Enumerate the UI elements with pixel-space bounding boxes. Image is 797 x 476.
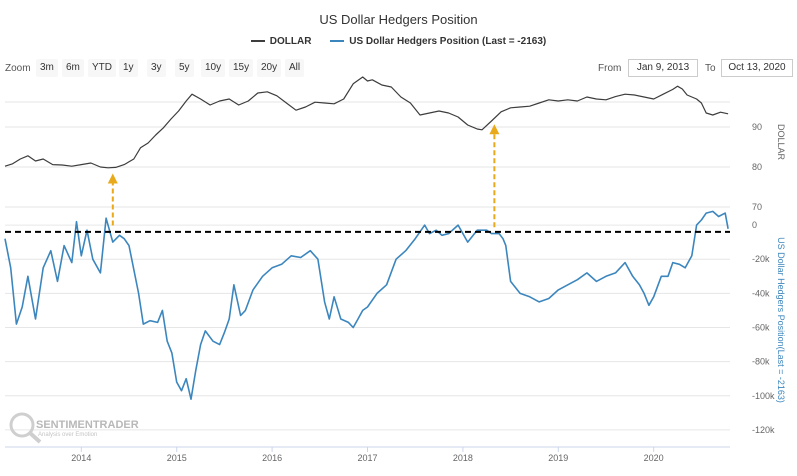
dollar-line: [4, 76, 729, 169]
x-tick-label: 2015: [167, 453, 187, 463]
to-label: To: [705, 63, 716, 74]
zoom-button-5y[interactable]: 5y: [175, 59, 194, 77]
x-tick-label: 2017: [357, 453, 377, 463]
watermark-name: SENTIMENTRADER: [36, 419, 139, 431]
chart-legend: DOLLAR US Dollar Hedgers Position (Last …: [0, 34, 797, 47]
hedgers-y-tick-label: 0: [752, 220, 757, 230]
legend-swatch-dollar: [250, 40, 265, 42]
to-date-input[interactable]: Oct 13, 2020: [721, 59, 793, 77]
zoom-button-all[interactable]: All: [285, 59, 305, 77]
hedgers-y-tick-label: -20k: [752, 254, 770, 264]
x-tick-label: 2018: [453, 453, 473, 463]
watermark-magnifier-handle: [28, 431, 42, 444]
dollar-y-tick-label: 70: [752, 202, 762, 212]
hedgers-line: [4, 210, 729, 400]
zoom-button-20y[interactable]: 20y: [257, 59, 282, 77]
dollar-series: [4, 76, 729, 169]
dollar-axis-title: DOLLAR: [776, 124, 786, 161]
signal-arrow-head: [107, 173, 118, 184]
watermark-tagline: Analysis over Emotion: [38, 432, 97, 438]
annotations: [5, 124, 730, 233]
zoom-button-3y[interactable]: 3y: [147, 59, 166, 77]
axes: 2014 2015 2016 2017 2018 2019 2020 70 80 90 0 -20k -…: [5, 122, 786, 463]
hedgers-series: [4, 210, 729, 400]
zoom-button-1y[interactable]: 1y: [119, 59, 138, 77]
x-tick-label: 2016: [262, 453, 282, 463]
x-tick-label: 2020: [644, 453, 664, 463]
legend-item-dollar[interactable]: DOLLAR: [250, 35, 312, 47]
legend-label-hedgers: US Dollar Hedgers Position (Last = -2163…: [349, 35, 547, 47]
legend-swatch-hedgers: [330, 40, 345, 42]
hedgers-y-tick-label: -80k: [752, 357, 770, 367]
hedgers-y-tick-label: -60k: [752, 323, 770, 333]
grid-lines: [5, 101, 730, 431]
signal-arrow-head: [489, 124, 500, 135]
watermark-logo: SENTIMENTRADER Analysis over Emotion: [9, 412, 139, 444]
zoom-button-15y[interactable]: 15y: [229, 59, 254, 77]
zoom-button-10y[interactable]: 10y: [201, 59, 226, 77]
zoom-button-3m[interactable]: 3m: [36, 59, 58, 77]
chart-title: US Dollar Hedgers Position: [319, 12, 478, 27]
legend-item-hedgers[interactable]: US Dollar Hedgers Position (Last = -2163…: [330, 36, 546, 47]
from-label: From: [598, 63, 622, 74]
zoom-button-ytd[interactable]: YTD: [88, 59, 116, 77]
x-tick-label: 2014: [71, 453, 91, 463]
hedgers-axis-title: US Dollar Hedgers Position(Last = -2163): [776, 237, 786, 403]
watermark-magnifier-lens: [9, 412, 35, 438]
zoom-label: Zoom: [5, 63, 31, 74]
dollar-y-tick-label: 80: [752, 162, 762, 172]
x-tick-label: 2019: [548, 453, 568, 463]
dollar-y-tick-label: 90: [752, 122, 762, 132]
hedgers-y-tick-label: -100k: [752, 391, 775, 401]
hedgers-y-tick-label: -120k: [752, 425, 775, 435]
from-date-input[interactable]: Jan 9, 2013: [628, 59, 698, 77]
hedgers-y-tick-label: -40k: [752, 288, 770, 298]
zoom-button-6m[interactable]: 6m: [62, 59, 84, 77]
legend-label-dollar: DOLLAR: [269, 35, 312, 47]
